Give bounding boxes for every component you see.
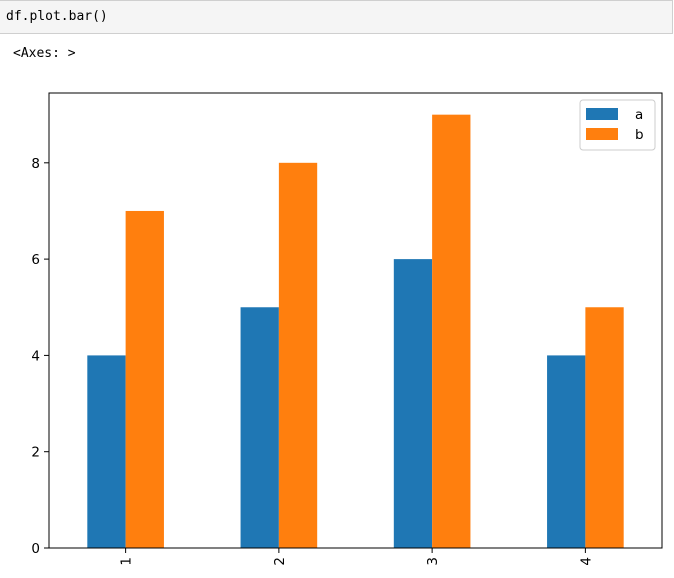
bar-b-3 (432, 114, 471, 549)
x-tick-label: 1 (119, 557, 135, 566)
bar-b-2 (278, 162, 318, 548)
x-tick-label: 2 (272, 557, 288, 566)
bar-b-4 (585, 307, 624, 548)
axes-frame (48, 92, 663, 549)
legend-box (579, 99, 656, 151)
y-tick-label: 8 (31, 156, 40, 172)
legend-swatch-b (586, 128, 618, 140)
legend: ab (579, 99, 656, 151)
cell-output-text: <Axes: > (13, 46, 76, 61)
legend-label-a: a (635, 107, 643, 123)
y-tick-label: 4 (31, 348, 40, 364)
x-tick-label: 3 (425, 557, 441, 566)
y-tick-label: 6 (31, 252, 40, 268)
bar-a-2 (240, 307, 279, 548)
code-input[interactable]: df.plot.bar() (6, 9, 108, 24)
legend-swatch-a (586, 108, 618, 120)
y-tick-label: 0 (31, 541, 40, 557)
bar-a-3 (393, 259, 433, 548)
code-cell[interactable]: df.plot.bar() (0, 0, 673, 34)
bar-a-1 (87, 355, 126, 548)
y-tick-label: 2 (31, 445, 40, 461)
axes-layer: 0 2 4 6 8 1 2 3 4 (31, 92, 663, 566)
bars-layer (87, 114, 624, 549)
x-tick-label: 4 (578, 557, 594, 566)
bar-b-1 (125, 210, 164, 549)
bar-a-4 (547, 355, 586, 548)
legend-label-b: b (635, 127, 644, 143)
